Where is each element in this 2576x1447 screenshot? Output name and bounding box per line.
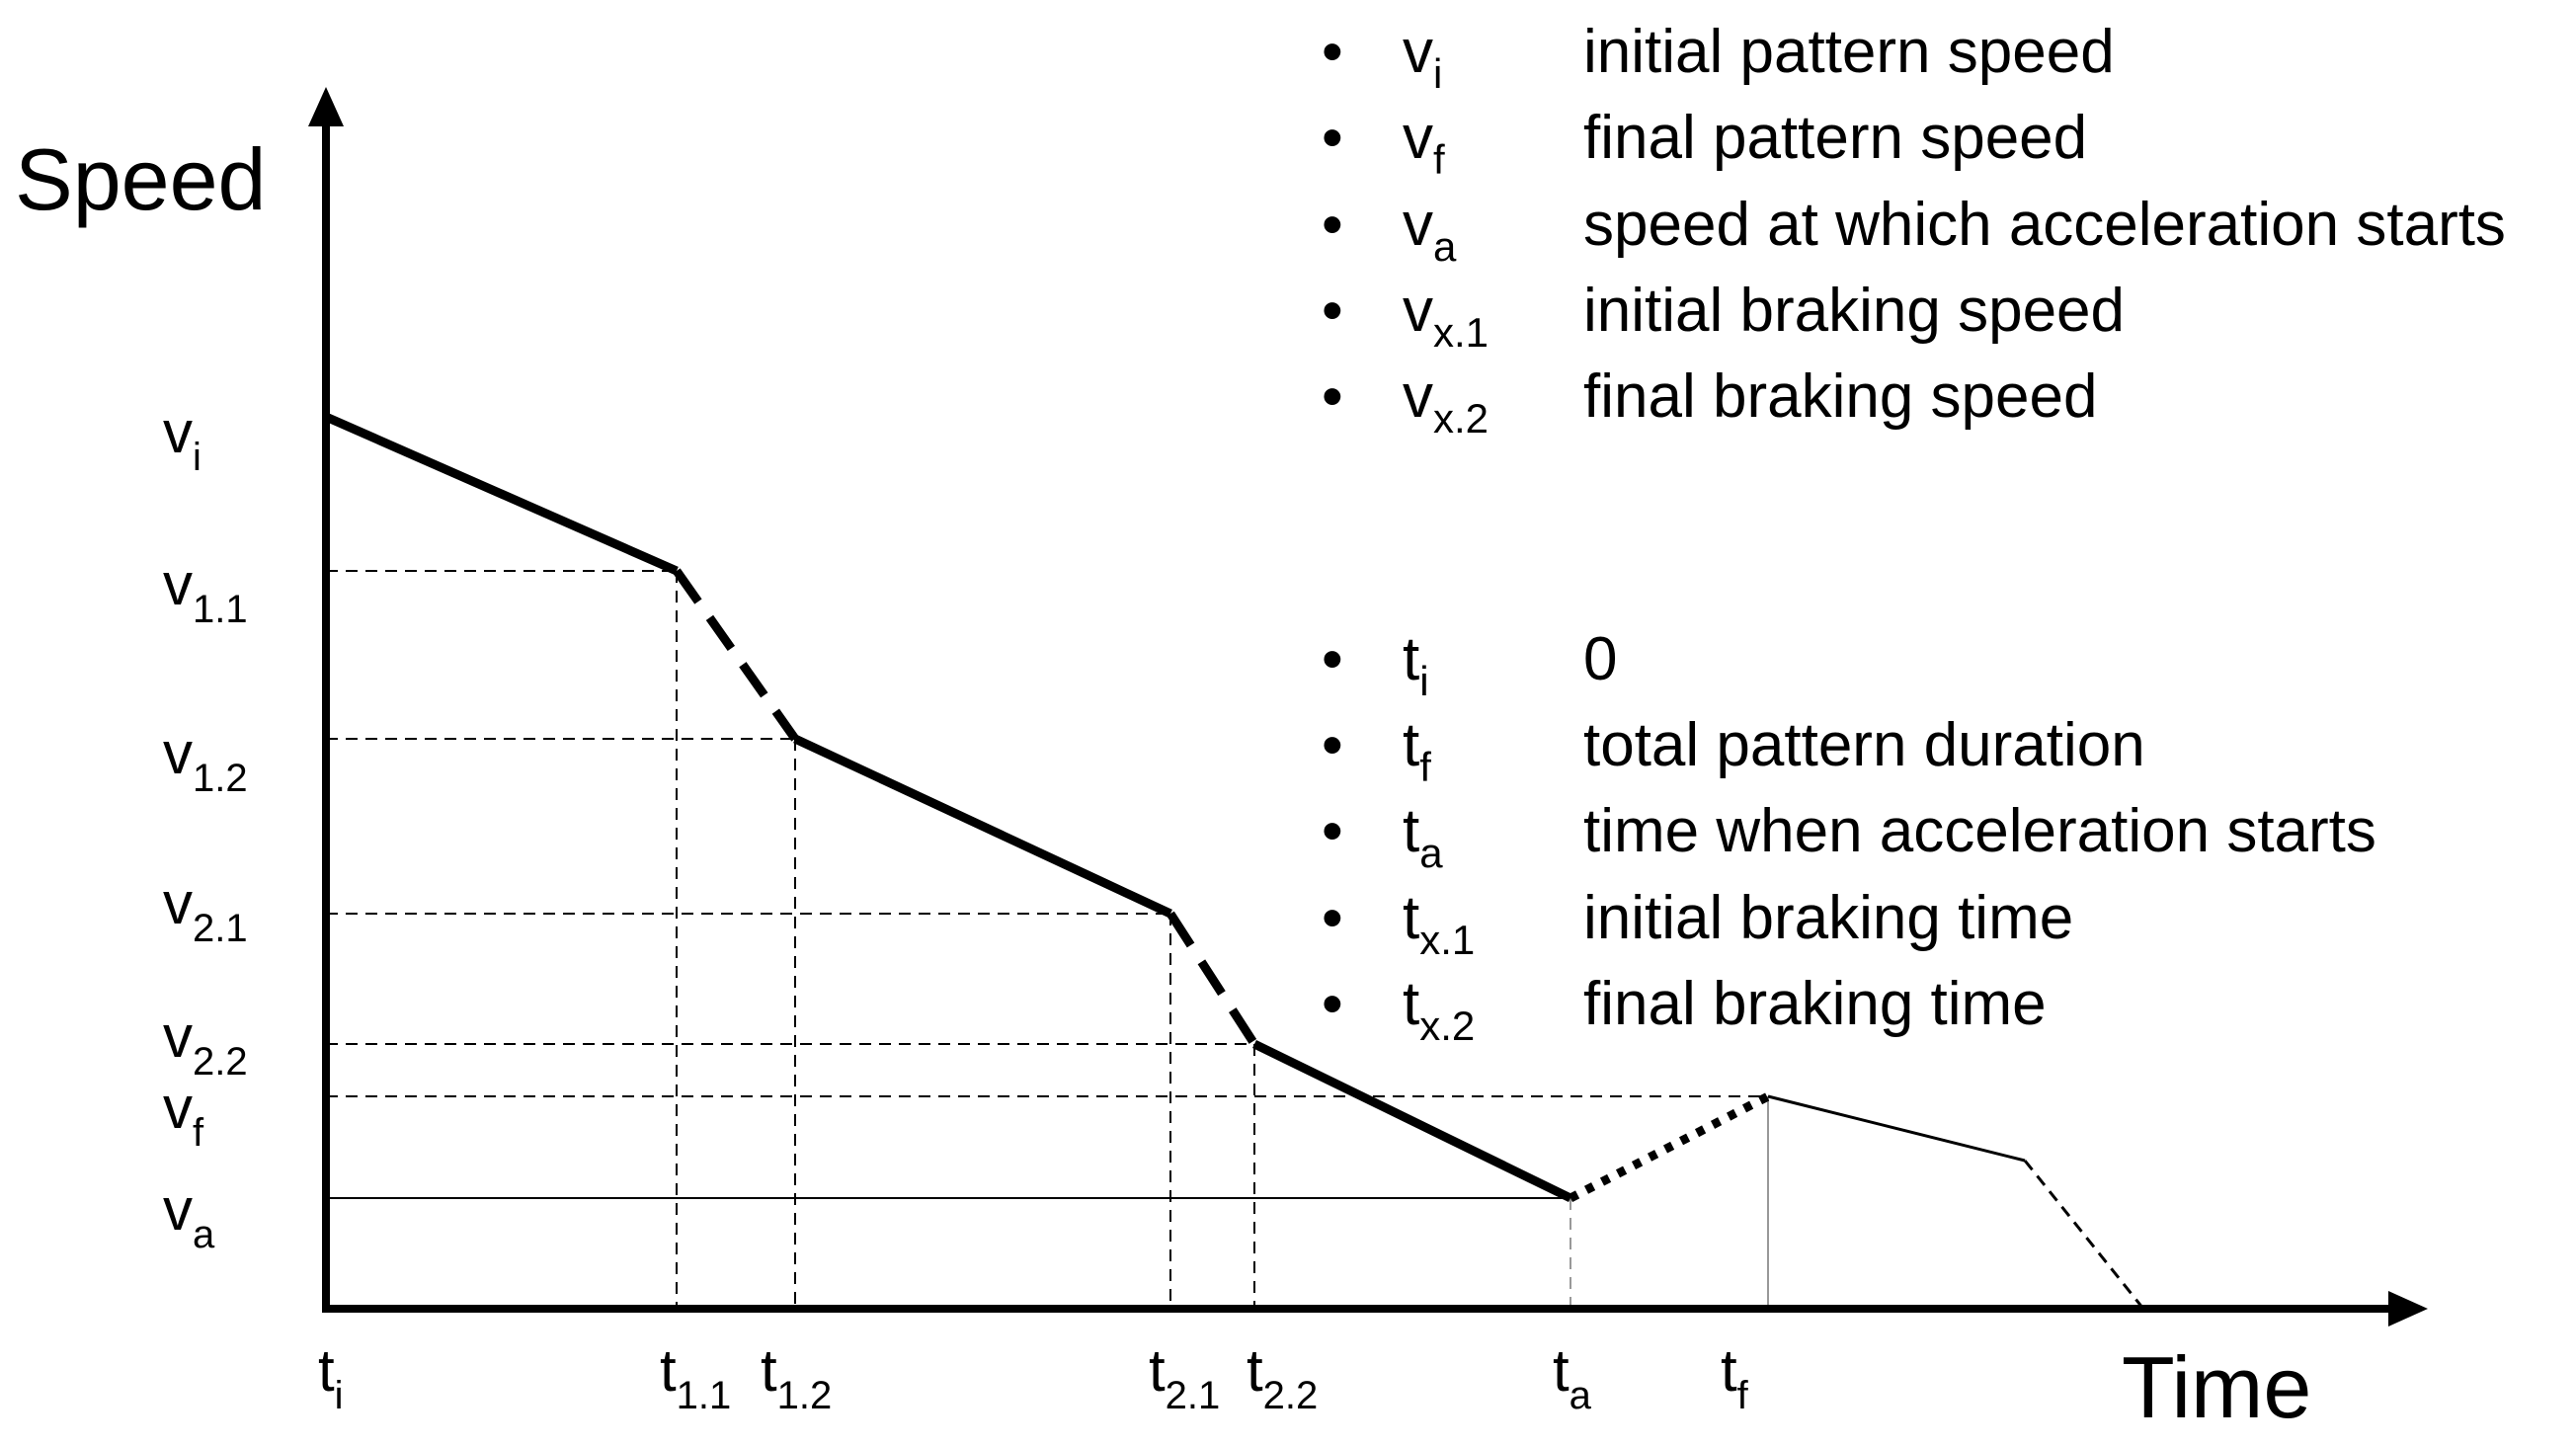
legend-symbol: vi xyxy=(1403,18,1442,97)
x-tick-tf: tf xyxy=(1721,1337,1749,1417)
legend-symbol: vf xyxy=(1403,104,1445,183)
x-tick-t12: t1.2 xyxy=(761,1337,832,1417)
legend-bullet: • xyxy=(1322,625,1343,693)
x-tick-t21: t2.1 xyxy=(1149,1337,1220,1417)
acceleration xyxy=(1568,1091,1771,1203)
legend-item: • tx.2 final braking time xyxy=(1322,970,2047,1049)
legend-text: speed at which acceleration starts xyxy=(1583,191,2506,259)
legend-bullet: • xyxy=(1322,797,1343,865)
legend-speed: • vi initial pattern speed • vf final pa… xyxy=(1322,18,2506,442)
segment-2 xyxy=(793,734,1172,919)
legend-symbol: va xyxy=(1403,191,1457,270)
x-tick-t22: t2.2 xyxy=(1247,1337,1318,1417)
legend-bullet: • xyxy=(1322,711,1343,779)
axes xyxy=(308,87,2428,1326)
y-tick-v21: v2.1 xyxy=(163,870,248,950)
braking-2 xyxy=(1167,911,1258,1047)
legend-symbol: vx.2 xyxy=(1403,362,1489,442)
legend-bullet: • xyxy=(1322,18,1343,86)
next-braking xyxy=(2023,1160,2145,1310)
legend-item: • vf final pattern speed xyxy=(1322,104,2087,183)
legend-item: • tf total pattern duration xyxy=(1322,711,2145,790)
y-axis-arrow-icon xyxy=(308,87,344,126)
legend-text: final braking time xyxy=(1583,970,2047,1038)
horizontal-guides xyxy=(326,570,1768,1097)
speed-profile xyxy=(324,412,2145,1310)
legend-text: final pattern speed xyxy=(1583,104,2087,172)
vertical-guides xyxy=(676,571,1255,1309)
legend-bullet: • xyxy=(1322,884,1343,952)
braking-1 xyxy=(673,568,799,742)
legend-bullet: • xyxy=(1322,191,1343,259)
legend-symbol: ti xyxy=(1403,625,1429,704)
legend-bullet: • xyxy=(1322,277,1343,345)
x-axis-arrow-icon xyxy=(2388,1291,2428,1326)
legend-symbol: tf xyxy=(1403,711,1431,790)
legend-item: • ta time when acceleration starts xyxy=(1322,797,2376,876)
segment-1 xyxy=(324,412,679,576)
legend-bullet: • xyxy=(1322,104,1343,172)
legend-item: • tx.1 initial braking time xyxy=(1322,884,2073,963)
legend-item: • vx.2 final braking speed xyxy=(1322,362,2097,442)
y-tick-v12: v1.2 xyxy=(163,720,248,800)
y-tick-v22: v2.2 xyxy=(163,1004,248,1084)
x-axis-title: Time xyxy=(2122,1338,2311,1436)
next-segment xyxy=(1767,1094,2026,1163)
legend-symbol: ta xyxy=(1403,797,1443,876)
legend-item: • ti 0 xyxy=(1322,625,1617,704)
segment-3 xyxy=(1252,1039,1572,1203)
legend-text: final braking speed xyxy=(1583,362,2097,431)
y-tick-va: va xyxy=(163,1176,215,1256)
legend-text: initial pattern speed xyxy=(1583,18,2115,86)
legend-bullet: • xyxy=(1322,362,1343,431)
y-tick-vi: vi xyxy=(163,399,201,479)
legend-time: • ti 0 • tf total pattern duration • ta … xyxy=(1322,625,2376,1049)
legend-item: • vx.1 initial braking speed xyxy=(1322,277,2125,356)
x-tick-t11: t1.1 xyxy=(660,1337,731,1417)
y-tick-labels: vi v1.1 v1.2 v2.1 v2.2 vf va xyxy=(163,399,248,1256)
legend-item: • vi initial pattern speed xyxy=(1322,18,2115,97)
y-axis-title: Speed xyxy=(15,130,266,228)
legend-symbol: tx.2 xyxy=(1403,970,1475,1049)
x-tick-ti: ti xyxy=(318,1337,344,1417)
legend-text: 0 xyxy=(1583,625,1617,693)
legend-bullet: • xyxy=(1322,970,1343,1038)
y-tick-v11: v1.1 xyxy=(163,551,248,631)
legend-symbol: vx.1 xyxy=(1403,277,1489,356)
y-tick-vf: vf xyxy=(163,1075,204,1155)
legend-text: initial braking speed xyxy=(1583,277,2125,345)
legend-text: time when acceleration starts xyxy=(1583,797,2376,865)
legend-symbol: tx.1 xyxy=(1403,884,1475,963)
x-tick-ta: ta xyxy=(1553,1337,1592,1417)
legend-item: • va speed at which acceleration starts xyxy=(1322,191,2506,270)
legend-text: total pattern duration xyxy=(1583,711,2145,779)
legend-text: initial braking time xyxy=(1583,884,2073,952)
x-tick-labels: ti t1.1 t1.2 t2.1 t2.2 ta tf xyxy=(318,1337,1749,1417)
